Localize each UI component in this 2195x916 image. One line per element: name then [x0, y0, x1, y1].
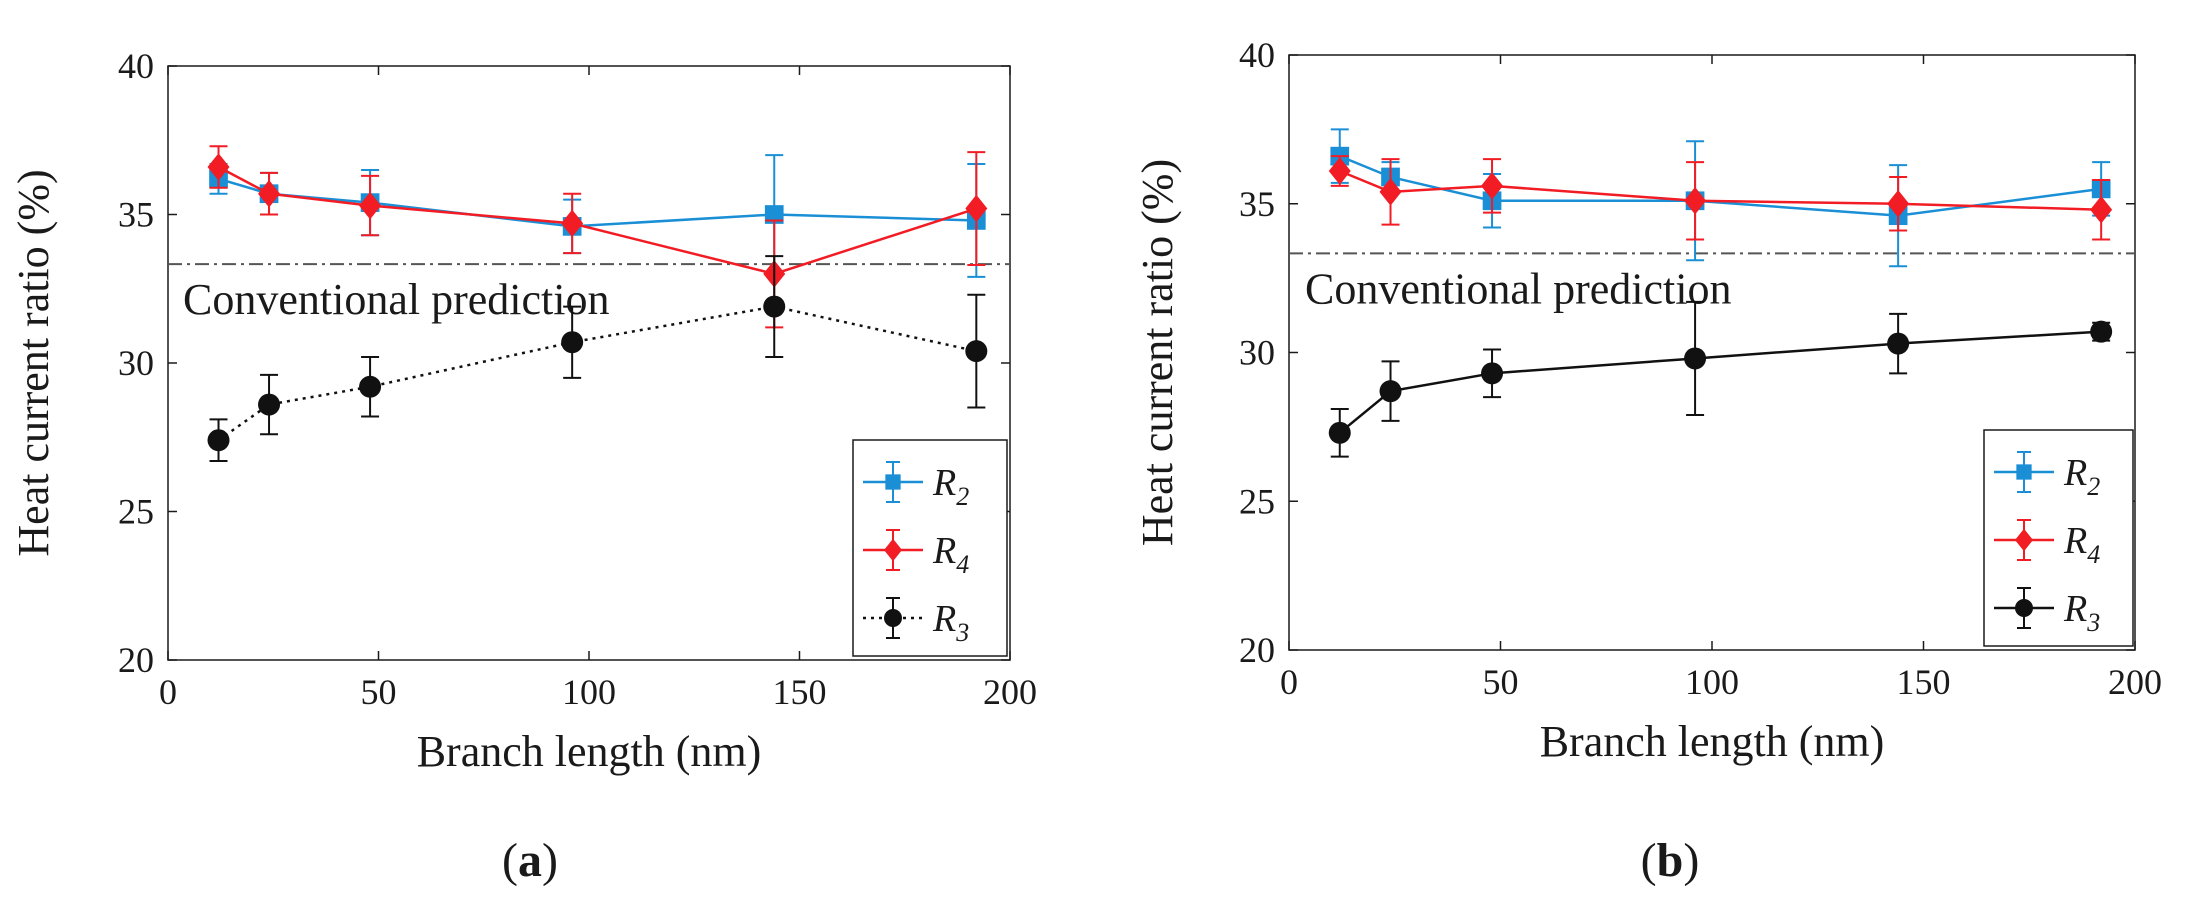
panel-b-reference-label: Conventional prediction — [1305, 264, 1731, 313]
panel-a-x-tick-label: 100 — [562, 672, 616, 712]
panel-b-y-tick-label: 25 — [1239, 481, 1275, 521]
panel-b-legend-label-main: R — [2063, 520, 2087, 562]
panel-b-legend-label-subscript: 2 — [2087, 472, 2100, 501]
panel-b-legend-marker — [2015, 528, 2033, 552]
panel-a-x-tick-label: 200 — [983, 672, 1037, 712]
panel-a-y-tick-label: 20 — [118, 640, 154, 680]
panel-b-legend-label-main: R — [2063, 452, 2087, 494]
panel-b-series-r3-point — [1684, 347, 1707, 370]
panel-b-legend-label: R3 — [2063, 588, 2100, 637]
panel-a-legend-label: R4 — [932, 530, 969, 579]
panel-b-x-tick-label: 0 — [1280, 662, 1298, 702]
panel-a-legend-marker — [884, 538, 902, 562]
panel-a-series-r3 — [207, 255, 988, 463]
panel-b-series-r4-point — [1887, 190, 1910, 218]
panel-b-series-r4-point — [1328, 157, 1351, 185]
panel-a-y-tick-label: 25 — [118, 492, 154, 532]
panel-a-series-r4-point — [561, 209, 584, 238]
panel-b-series-r4-point — [1684, 187, 1707, 215]
panel-a-series-r2-point — [764, 205, 784, 224]
panel-b-legend-label-main: R — [2063, 588, 2087, 630]
panel-a-legend-label-subscript: 4 — [956, 550, 969, 579]
panel-b-series-r3-point — [1328, 421, 1351, 444]
panel-a-legend-label: R2 — [932, 462, 969, 511]
panel-b-series-r3-point — [1481, 362, 1504, 385]
panel-a-series-r4-line — [217, 165, 977, 276]
panel-b-legend-marker — [2015, 599, 2033, 617]
panel-b-x-tick-label: 150 — [1897, 662, 1951, 702]
panel-b-series-r4-point — [1379, 178, 1402, 206]
panel-b-caption: (b) — [1641, 834, 1700, 887]
panel-a-series-r3-point — [965, 340, 988, 363]
panel-b-legend-label-subscript: 4 — [2087, 540, 2100, 569]
panel-a-series-r4-point — [965, 194, 988, 223]
panel-b-y-tick-label: 30 — [1239, 333, 1275, 373]
panel-a-series-r2 — [209, 154, 986, 278]
panel-b-x-tick-label: 50 — [1483, 662, 1519, 702]
panel-a-legend-marker — [884, 609, 902, 627]
panel-b-y-tick-label: 35 — [1239, 184, 1275, 224]
panel-b-series-r3 — [1328, 300, 2113, 458]
panel-b-x-tick-label: 100 — [1685, 662, 1739, 702]
panel-b-y-tick-label: 20 — [1239, 630, 1275, 670]
panel-a-legend-label-main: R — [932, 598, 956, 640]
panel-a-x-axis-label: Branch length (nm) — [417, 727, 762, 776]
panel-a-legend-marker — [885, 474, 901, 490]
panel-a-x-tick-label: 0 — [159, 672, 177, 712]
panel-a-series-r4-point — [258, 179, 281, 208]
panel-b-series-r3-point — [1379, 380, 1402, 403]
panel-a-series-r4-point — [207, 153, 230, 181]
panel-a-y-axis-label: Heat current ratio (%) — [9, 169, 58, 556]
panel-a-y-tick-label: 30 — [118, 343, 154, 383]
panel-b-legend-label: R2 — [2063, 452, 2100, 501]
panel-a-reference-label: Conventional prediction — [183, 275, 609, 324]
panel-a-series-r3-point — [258, 393, 281, 416]
panel-a-legend-label-subscript: 2 — [956, 482, 969, 511]
panel-a-caption: (a) — [502, 834, 558, 887]
panel-b-series-r3-line — [1338, 330, 2102, 434]
panel-a-legend-label: R3 — [932, 598, 969, 647]
panel-b-x-axis-label: Branch length (nm) — [1540, 717, 1885, 766]
panel-a-chart: 0 50 100 150 200 20 25 30 35 40 Branch length (nm)… — [9, 46, 1037, 776]
panel-a-y-tick-label: 40 — [118, 46, 154, 86]
panel-a-series-r3-point — [207, 429, 230, 452]
panel-b-legend-box — [1983, 429, 2134, 647]
panel-b-x-tick-label: 200 — [2108, 662, 2162, 702]
panel-a-legend-label-subscript: 3 — [955, 618, 969, 647]
panel-b-y-tick-label: 40 — [1239, 35, 1275, 75]
panel-b-legend-marker — [2016, 464, 2032, 480]
panel-a-series-r3-point — [763, 295, 786, 318]
panel-b-series-r4-point — [2090, 195, 2113, 224]
panel-b-series-r4-line — [1339, 169, 2102, 211]
panel-a-legend-label-main: R — [932, 462, 956, 504]
panel-b-series-r4-point — [1481, 172, 1504, 200]
panel-a-series-r4-point — [359, 191, 382, 220]
panel-a-series-r3-line — [217, 305, 977, 442]
panel-a-legend-box — [852, 439, 1008, 657]
panel-b-legend-label-subscript: 3 — [2086, 608, 2100, 637]
panel-a-series-r2-line — [218, 177, 977, 228]
panel-a-series-r3-point — [561, 331, 584, 354]
panel-a-x-tick-label: 150 — [773, 672, 827, 712]
panel-b-chart: 0 50 100 150 200 20 25 30 35 40 Branch length (nm)… — [1133, 35, 2162, 766]
panel-b-series-r4 — [1328, 155, 2113, 241]
panel-a-x-tick-label: 50 — [361, 672, 397, 712]
panel-b-y-axis-label: Heat current ratio (%) — [1133, 159, 1182, 546]
panel-a-series-r3-point — [359, 375, 382, 398]
panel-a-legend-label-main: R — [932, 530, 956, 572]
panel-a-series-r4 — [207, 145, 988, 329]
panel-a-y-tick-label: 35 — [118, 195, 154, 235]
panel-b-series-r2 — [1330, 128, 2111, 268]
panel-b-series-r3-point — [2090, 320, 2113, 343]
panel-b-series-r3-point — [1887, 332, 1910, 355]
panel-b-legend-label: R4 — [2063, 520, 2100, 569]
